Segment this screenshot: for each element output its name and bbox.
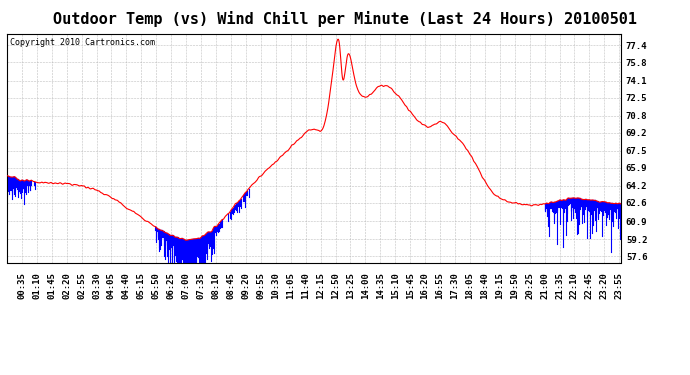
Text: Outdoor Temp (vs) Wind Chill per Minute (Last 24 Hours) 20100501: Outdoor Temp (vs) Wind Chill per Minute …: [53, 11, 637, 27]
Text: Copyright 2010 Cartronics.com: Copyright 2010 Cartronics.com: [10, 38, 155, 47]
